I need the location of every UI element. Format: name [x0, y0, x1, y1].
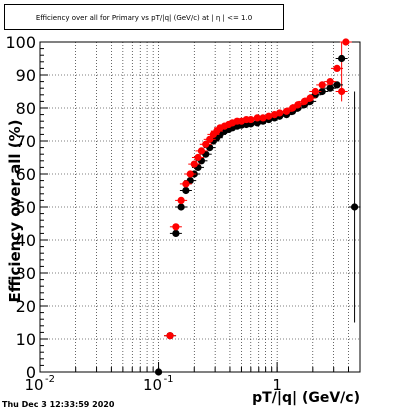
- series-0-point-4: [182, 186, 190, 195]
- series-1-point-34: [338, 87, 346, 96]
- series-1-point-31: [318, 81, 326, 89]
- y-tick-label-6: 60: [16, 165, 36, 184]
- chart-title: Efficiency over all for Primary vs pT/|q…: [35, 14, 253, 22]
- y-tick-label-4: 40: [16, 231, 36, 250]
- y-tick-label-2: 20: [16, 297, 36, 316]
- series-0-point-0: [154, 368, 163, 376]
- series-1-point-1: [172, 223, 180, 231]
- series-1-point-2: [177, 196, 185, 204]
- series-1-point-32: [326, 78, 334, 86]
- y-axis-label: Efficiency over all (%): [6, 119, 24, 303]
- series-1-point-24: [276, 109, 284, 117]
- chart-title-box: Efficiency over all for Primary vs pT/|q…: [4, 4, 284, 30]
- series-1-point-35: [342, 38, 350, 46]
- series-1-point-4: [186, 170, 194, 178]
- series-1-point-5: [190, 160, 198, 168]
- series-1-point-19: [247, 115, 255, 124]
- series-1-point-3: [182, 180, 190, 188]
- series-0-point-35: [338, 54, 346, 63]
- series-1-point-0: [166, 332, 174, 340]
- y-tick-label-7: 70: [16, 132, 36, 151]
- series-0-point-36: [350, 203, 359, 211]
- series-1-point-6: [194, 153, 202, 162]
- series-0-point-32: [318, 87, 326, 96]
- series-1-point-9: [206, 135, 214, 143]
- x-tick-label-exp-1: -1: [164, 374, 174, 385]
- series-0-point-3: [177, 203, 185, 211]
- x-tick-label-2: 1: [272, 376, 282, 394]
- series-1-point-28: [300, 97, 309, 105]
- y-tick-label-1: 10: [16, 330, 36, 349]
- series-1-point-33: [333, 64, 341, 72]
- series-1-point-26: [288, 104, 297, 112]
- series-1-point-7: [197, 147, 206, 155]
- x-axis-label: pT/|q| (GeV/c): [252, 390, 360, 406]
- y-tick-label-9: 90: [16, 66, 36, 85]
- y-tick-label-5: 50: [16, 198, 36, 217]
- x-tick-label-1: 10: [143, 376, 162, 394]
- series-1-point-25: [282, 107, 291, 115]
- y-tick-label-10: 100: [5, 33, 36, 52]
- timestamp: Thu Dec 3 12:33:59 2020: [2, 400, 115, 409]
- x-tick-label-exp-0: -2: [45, 374, 55, 385]
- series-1-point-27: [294, 101, 302, 109]
- series-0-point-33: [326, 84, 334, 92]
- y-tick-label-0: 0: [26, 363, 36, 382]
- series-1-point-30: [311, 87, 319, 96]
- series-1-point-29: [306, 94, 314, 102]
- series-0-point-2: [172, 229, 180, 237]
- series-1-point-8: [202, 140, 210, 148]
- y-tick-label-3: 30: [16, 264, 36, 283]
- series-0-point-34: [333, 81, 341, 89]
- x-tick-label-0: 10: [24, 376, 43, 394]
- y-tick-label-8: 80: [16, 99, 36, 118]
